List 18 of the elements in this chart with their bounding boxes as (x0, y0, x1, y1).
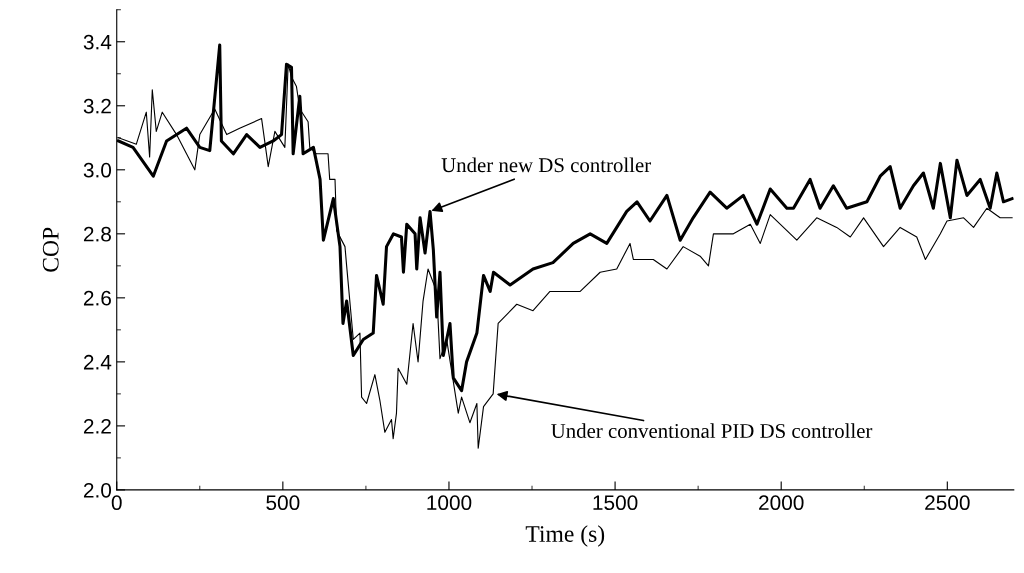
y-tick-label: 2.2 (83, 418, 111, 434)
annotation: Under conventional PID DS controller (551, 423, 873, 438)
y-axis-title: COP (42, 227, 59, 272)
x-tick-label: 500 (266, 495, 300, 511)
x-tick-label: 2000 (759, 495, 804, 511)
y-tick-label: 2.4 (83, 354, 112, 370)
x-axis-title: Time (s) (525, 525, 605, 547)
x-tick-label: 0 (111, 495, 122, 511)
y-tick-label: 2.0 (83, 482, 112, 498)
y-tick-label: 3.4 (83, 34, 112, 50)
x-tick-label: 1500 (593, 495, 638, 511)
x-tick-label: 2500 (925, 495, 970, 511)
annotation: Under new DS controller (441, 157, 651, 173)
y-tick-label: 3.0 (83, 162, 112, 178)
y-tick-label: 3.2 (83, 98, 111, 114)
y-tick-label: 2.6 (83, 290, 111, 306)
y-tick-label: 2.8 (83, 226, 111, 242)
x-tick-label: 1000 (427, 495, 472, 511)
